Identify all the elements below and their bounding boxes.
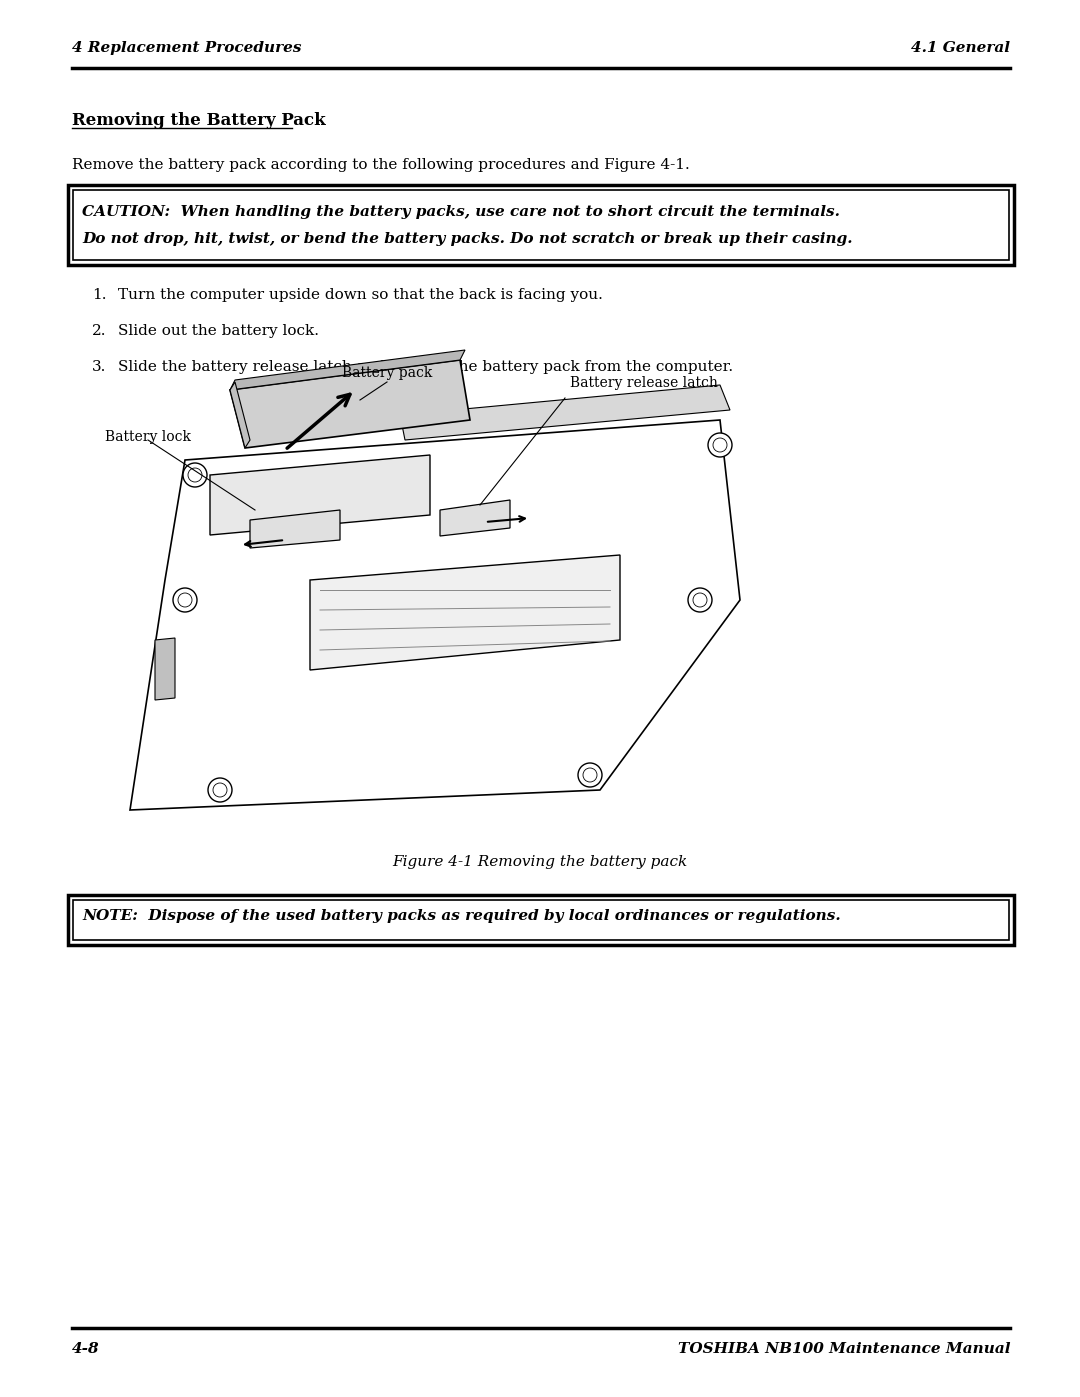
Polygon shape <box>156 638 175 700</box>
Polygon shape <box>400 386 730 440</box>
Text: TOSHIBA NB100 Maintenance Manual: TOSHIBA NB100 Maintenance Manual <box>677 1343 1010 1356</box>
FancyBboxPatch shape <box>68 895 1014 944</box>
FancyBboxPatch shape <box>73 900 1009 940</box>
Text: Turn the computer upside down so that the back is facing you.: Turn the computer upside down so that th… <box>118 288 603 302</box>
Text: 2.: 2. <box>92 324 107 338</box>
Text: 4.1 General: 4.1 General <box>912 41 1010 54</box>
Text: 1.: 1. <box>92 288 107 302</box>
Circle shape <box>708 433 732 457</box>
Polygon shape <box>210 455 430 535</box>
Text: Remove the battery pack according to the following procedures and Figure 4-1.: Remove the battery pack according to the… <box>72 158 690 172</box>
Text: 4-8: 4-8 <box>72 1343 99 1356</box>
Text: Battery release latch: Battery release latch <box>570 376 718 390</box>
Text: Figure 4-1 Removing the battery pack: Figure 4-1 Removing the battery pack <box>392 855 688 869</box>
Polygon shape <box>230 381 249 448</box>
Text: Removing the Battery Pack: Removing the Battery Pack <box>72 112 326 129</box>
Circle shape <box>173 588 197 612</box>
Text: 4 Replacement Procedures: 4 Replacement Procedures <box>72 41 301 54</box>
Polygon shape <box>249 510 340 548</box>
Circle shape <box>688 588 712 612</box>
Circle shape <box>208 778 232 802</box>
Text: Slide out the battery lock.: Slide out the battery lock. <box>118 324 319 338</box>
Polygon shape <box>440 500 510 536</box>
Polygon shape <box>310 555 620 671</box>
Circle shape <box>578 763 602 787</box>
Text: Slide the battery release latch and remove the battery pack from the computer.: Slide the battery release latch and remo… <box>118 360 733 374</box>
Text: Battery pack: Battery pack <box>341 366 432 380</box>
Text: Do not drop, hit, twist, or bend the battery packs. Do not scratch or break up t: Do not drop, hit, twist, or bend the bat… <box>82 232 852 246</box>
Text: NOTE:  Dispose of the used battery packs as required by local ordinances or regu: NOTE: Dispose of the used battery packs … <box>82 909 840 923</box>
Text: CAUTION:  When handling the battery packs, use care not to short circuit the ter: CAUTION: When handling the battery packs… <box>82 205 840 219</box>
FancyBboxPatch shape <box>73 190 1009 260</box>
Polygon shape <box>130 420 740 810</box>
Circle shape <box>183 462 207 488</box>
Text: 3.: 3. <box>92 360 106 374</box>
Text: Battery lock: Battery lock <box>105 430 191 444</box>
Polygon shape <box>230 351 465 390</box>
FancyBboxPatch shape <box>68 184 1014 265</box>
Polygon shape <box>230 360 470 448</box>
